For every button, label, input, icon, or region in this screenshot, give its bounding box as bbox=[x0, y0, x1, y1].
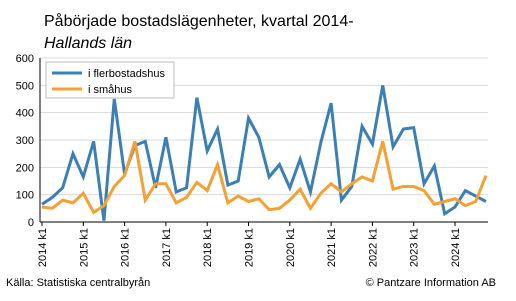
y-tick-label: 500 bbox=[16, 80, 34, 92]
y-tick-label: 400 bbox=[16, 108, 34, 120]
credit: © Pantzare Information AB bbox=[366, 277, 496, 289]
x-tick-label: 2024 k1 bbox=[450, 228, 462, 267]
chart-title: Påbörjade bostadslägenheter, kvartal 201… bbox=[44, 12, 354, 30]
y-tick-label: 0 bbox=[28, 217, 34, 229]
x-tick-label: 2021 k1 bbox=[326, 228, 338, 267]
x-tick-label: 2016 k1 bbox=[120, 228, 132, 267]
y-tick-label: 600 bbox=[16, 53, 34, 65]
x-tick-label: 2014 k1 bbox=[37, 228, 49, 267]
x-tick-label: 2015 k1 bbox=[78, 228, 90, 267]
x-tick-label: 2022 k1 bbox=[367, 228, 379, 267]
y-tick-label: 200 bbox=[16, 162, 34, 174]
x-tick-label: 2019 k1 bbox=[244, 228, 256, 267]
x-tick-label: 2020 k1 bbox=[285, 228, 297, 267]
x-tick-label: 2018 k1 bbox=[202, 228, 214, 267]
x-tick-label: 2023 k1 bbox=[409, 228, 421, 267]
legend-label: i flerbostadshus bbox=[88, 68, 166, 80]
source: Källa: Statistiska centralbyrån bbox=[6, 277, 150, 289]
chart-subtitle: Hallands län bbox=[44, 35, 132, 52]
legend-box bbox=[45, 61, 175, 99]
y-tick-label: 300 bbox=[16, 135, 34, 147]
y-tick-label: 100 bbox=[16, 190, 34, 202]
series-line bbox=[41, 85, 487, 221]
legend-label: i småhus bbox=[88, 84, 133, 96]
series-line bbox=[41, 140, 488, 215]
x-tick-label: 2017 k1 bbox=[161, 228, 173, 267]
